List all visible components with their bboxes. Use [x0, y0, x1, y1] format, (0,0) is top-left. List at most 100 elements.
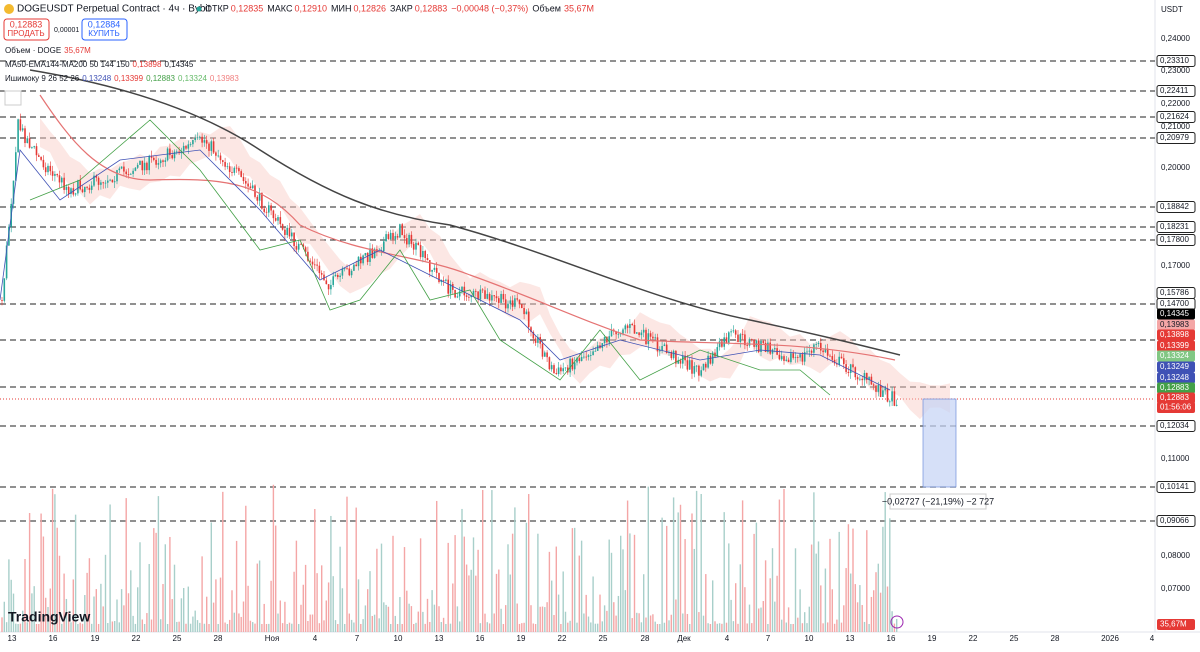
volume-bar	[323, 620, 325, 632]
volume-bar	[245, 505, 247, 632]
volume-bar	[799, 589, 801, 632]
candle-body	[277, 217, 279, 221]
volume-bar	[654, 621, 656, 632]
volume-bar	[288, 622, 291, 632]
volume-bar	[454, 535, 456, 632]
candle-body	[677, 360, 679, 364]
volume-bar	[776, 575, 778, 632]
volume-bar	[249, 620, 252, 632]
currency[interactable]: USDT	[1161, 5, 1183, 14]
candle-body	[127, 174, 130, 175]
volume-bar	[631, 618, 633, 632]
volume-bar	[571, 528, 574, 632]
volume-bar	[394, 615, 396, 632]
volume-bar	[38, 623, 40, 632]
indicator-label: 0,13324	[1160, 351, 1189, 360]
volume-bar	[539, 606, 541, 632]
volume-bar	[300, 604, 302, 632]
volume-bar	[132, 615, 134, 632]
candle-body	[263, 208, 265, 212]
volume-bar	[610, 552, 613, 632]
volume-bar	[523, 622, 525, 632]
volume-bar	[417, 611, 419, 632]
volume-bar	[882, 526, 884, 632]
candle-body	[702, 363, 705, 371]
time-axis-label: 16	[476, 634, 485, 643]
volume-bar	[63, 573, 65, 632]
candle-body	[84, 186, 86, 193]
volume-bar	[134, 623, 137, 632]
candle-body	[564, 367, 567, 369]
indicator-label-box	[1157, 329, 1195, 341]
volume-bar	[647, 486, 649, 632]
level-label: 0,23310	[1160, 56, 1189, 65]
volume-bar	[408, 603, 410, 632]
buy-button[interactable]	[81, 18, 128, 41]
level-label-box	[1156, 85, 1196, 97]
indicator-label-box	[1157, 392, 1195, 404]
volume-bar	[643, 574, 645, 632]
candle-body	[500, 293, 502, 303]
candle-body	[732, 330, 735, 332]
candle-body	[274, 218, 277, 221]
volume-bar	[774, 601, 776, 632]
candle-body	[116, 170, 118, 182]
volume-bar	[252, 622, 254, 632]
candle-body	[295, 246, 298, 250]
candle-body	[383, 241, 385, 251]
volume-bar	[445, 623, 447, 632]
volume-bar	[755, 522, 758, 632]
candle-body	[516, 298, 518, 300]
candle-body	[3, 278, 6, 301]
candle-body	[316, 264, 318, 266]
volume-bar	[293, 571, 295, 632]
volume-bar	[564, 611, 567, 632]
candle-body	[787, 359, 790, 363]
volume-bar	[863, 621, 866, 632]
logo: TradingView	[8, 609, 90, 625]
candle-body	[544, 352, 546, 357]
candle-body	[709, 355, 712, 364]
volume-bar	[702, 615, 705, 632]
volume-bar	[560, 624, 562, 632]
flash-icon[interactable]	[890, 615, 904, 629]
volume-bar	[314, 509, 316, 632]
volume-axis-label: 35,67M	[1160, 620, 1187, 629]
candle-body	[550, 365, 553, 370]
volume-bar	[79, 622, 81, 632]
candle-body	[346, 268, 348, 270]
volume-bar	[35, 623, 38, 632]
volume-bar	[116, 599, 118, 632]
candle-body	[656, 337, 659, 352]
volume-bar	[785, 622, 787, 632]
volume-bar	[769, 578, 771, 632]
indicator-value: 0,13898	[133, 60, 162, 69]
volume-bar	[238, 613, 240, 632]
volume-bar	[762, 601, 764, 632]
volume-bar	[268, 623, 270, 632]
sell-button[interactable]	[3, 18, 50, 41]
volume-bar	[155, 532, 157, 632]
candle-body	[509, 300, 512, 304]
candle-body	[507, 303, 509, 309]
volume-bar	[291, 623, 293, 632]
volume-bar	[884, 492, 886, 632]
volume-bar	[125, 498, 127, 632]
candle-body	[192, 140, 194, 145]
candle-body	[633, 325, 636, 334]
level-label-box	[1156, 111, 1196, 123]
collapse-button[interactable]	[4, 90, 22, 106]
indicator-label: 0,14345	[1160, 309, 1189, 318]
candle-body	[778, 354, 781, 360]
volume-bar	[28, 513, 31, 632]
candle-body	[348, 268, 351, 276]
volume-bar	[449, 623, 452, 632]
candle-body	[33, 146, 35, 148]
volume-bar	[725, 622, 728, 632]
volume-bar	[330, 515, 332, 632]
volume-bar	[206, 596, 208, 632]
candle-body	[302, 244, 305, 248]
volume-bar	[272, 484, 275, 632]
volume-bar	[852, 528, 854, 632]
candle-body	[107, 180, 109, 183]
